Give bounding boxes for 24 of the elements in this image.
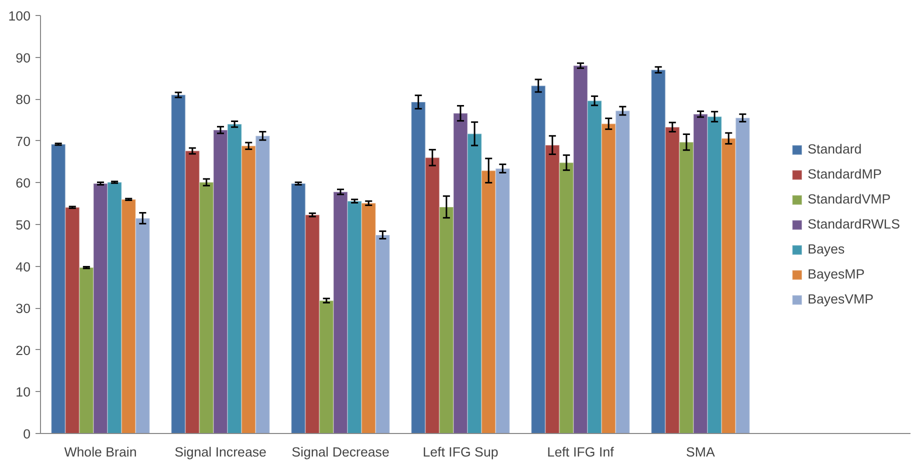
legend-label: Bayes <box>808 242 845 256</box>
y-tick-label: 80 <box>16 92 31 108</box>
y-tick-label: 30 <box>16 301 31 316</box>
y-tick-label: 10 <box>16 384 31 400</box>
x-tick-label: SMA <box>686 444 716 460</box>
x-tick-label: Signal Increase <box>174 444 266 460</box>
y-tick-label: 20 <box>16 342 31 358</box>
legend-label: Standard <box>808 142 862 156</box>
legend-label: StandardVMP <box>808 192 891 206</box>
legend-label: StandardRWLS <box>808 216 900 232</box>
y-tick-label: 0 <box>23 426 31 442</box>
x-tick-label: Left IFG Sup <box>422 444 498 460</box>
x-tick-label: Left IFG Inf <box>547 444 614 460</box>
y-tick-label: 50 <box>16 218 31 232</box>
x-tick-label: Whole Brain <box>64 444 137 460</box>
legend-label: StandardMP <box>808 166 882 182</box>
x-tick-label: Signal Decrease <box>292 444 390 460</box>
legend-label: BayesVMP <box>808 292 874 306</box>
y-tick-label: 60 <box>16 176 31 191</box>
y-tick-label: 70 <box>16 134 31 149</box>
legend-label: BayesMP <box>808 266 865 282</box>
y-tick-label: 100 <box>8 8 31 24</box>
y-tick-label: 90 <box>16 50 31 66</box>
y-tick-label: 40 <box>16 259 31 274</box>
